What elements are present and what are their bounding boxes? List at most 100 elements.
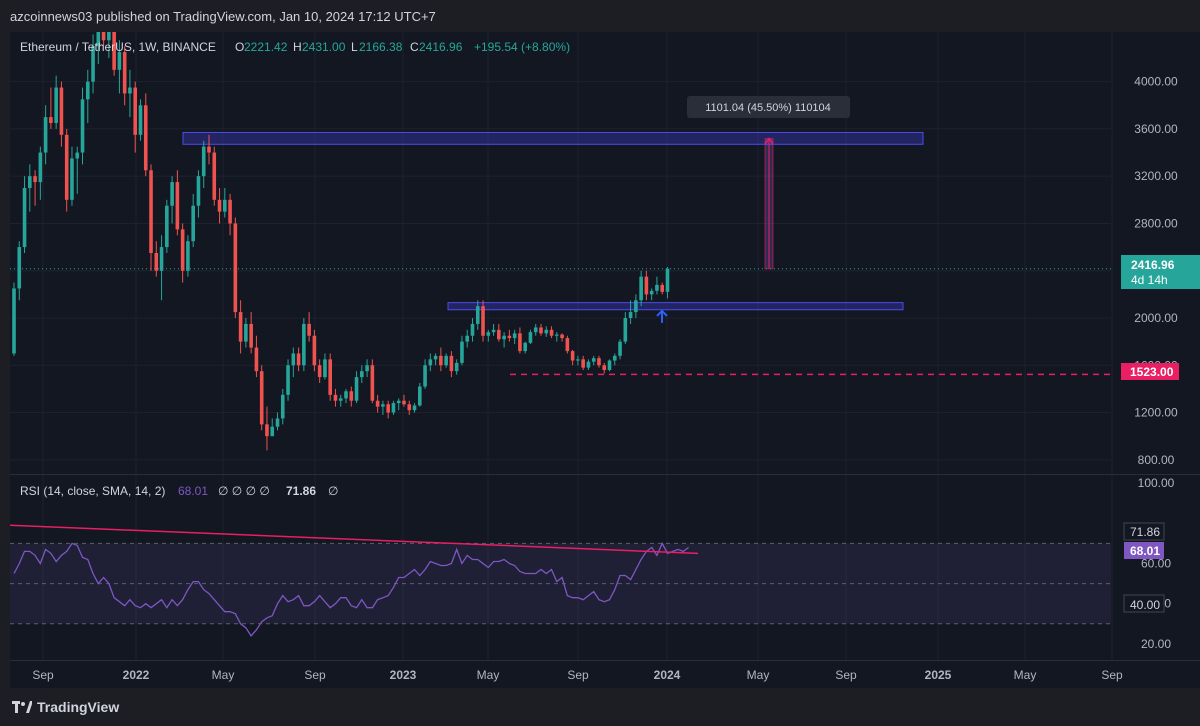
symbol-title: Ethereum / TetherUS, 1W, BINANCE <box>20 40 216 54</box>
price-tick-label: 800.00 <box>1138 453 1175 467</box>
candle-body <box>317 365 322 378</box>
low-value: 2166.38 <box>359 40 403 54</box>
candle-body <box>417 386 422 406</box>
candle-body <box>201 146 206 177</box>
candle-body <box>91 46 95 82</box>
candle-body <box>196 176 201 206</box>
support-tag <box>1121 363 1179 380</box>
chart-svg[interactable]: Sep 2022 May Sep 2023 May Sep 2024 May Sep 2025 May… <box>9 0 1200 688</box>
rsi-band-fill <box>10 543 1111 624</box>
x-tick-label: 2023 <box>390 668 417 682</box>
candle-body <box>497 329 501 340</box>
candle-body <box>423 365 427 387</box>
rsi-lower-tag-value: 40.00 <box>1130 598 1160 612</box>
candle-body <box>523 342 527 352</box>
candle-body <box>449 355 454 372</box>
candle-body <box>117 52 122 70</box>
candle-body <box>354 377 359 401</box>
candle-body <box>286 365 290 395</box>
candle-body <box>323 359 327 378</box>
candle-body <box>660 284 665 292</box>
x-tick-label: May <box>1014 668 1037 682</box>
candle-body <box>365 365 369 372</box>
candle-body <box>191 205 195 242</box>
candle-body <box>138 105 143 135</box>
candle-body <box>512 333 517 339</box>
candle-body <box>80 99 85 153</box>
candle-body <box>328 359 332 395</box>
candle-body <box>470 323 475 336</box>
price-tick-label: 2800.00 <box>1134 216 1178 230</box>
close-label: C <box>410 40 419 54</box>
candle-body <box>33 176 37 183</box>
candle-body <box>28 176 32 188</box>
candle-body <box>539 327 543 334</box>
candle-body <box>333 394 338 401</box>
rsi-pane <box>9 524 1111 637</box>
rsi-trendline <box>9 524 699 555</box>
candle-body <box>17 247 22 289</box>
candle-body <box>628 312 633 318</box>
rsi-legend-value: 68.01 <box>178 484 208 498</box>
candle-body <box>360 371 364 378</box>
candle-body <box>154 253 159 271</box>
x-tick-label: 2022 <box>123 668 150 682</box>
price-tag-value: 2416.96 <box>1131 258 1175 272</box>
rsi-lower-tag <box>1123 594 1165 613</box>
rsi-legend-na: ∅ ∅ ∅ ∅ <box>218 484 270 498</box>
candle-body <box>170 182 174 206</box>
candle-body <box>75 152 80 159</box>
open-value: 2221.42 <box>244 40 288 54</box>
candle-body <box>49 117 53 123</box>
price-tag <box>1121 255 1200 289</box>
candle-body <box>444 355 448 366</box>
candle-body <box>43 117 48 153</box>
candle-body <box>370 365 375 401</box>
candle-body <box>460 341 464 363</box>
candle-body <box>217 199 222 212</box>
candle-body <box>112 16 116 70</box>
candle-body <box>428 359 433 366</box>
candle-body <box>528 332 533 343</box>
candle-body <box>507 335 512 339</box>
candle-body <box>128 87 132 94</box>
candle-body <box>349 391 354 401</box>
breakout-zone <box>447 302 904 311</box>
candle-body <box>244 323 248 342</box>
change-value: +195.54 (+8.80%) <box>474 40 570 54</box>
x-tick-label: Sep <box>32 668 54 682</box>
candle-body <box>518 333 522 352</box>
candle-body <box>228 199 232 224</box>
support-tag-value: 1523.00 <box>1130 365 1174 379</box>
candle-body <box>465 335 470 342</box>
footer: TradingView <box>0 688 1200 726</box>
candle-body <box>249 323 253 348</box>
candle-body <box>64 134 69 200</box>
rsi-line <box>13 541 689 637</box>
candle-body <box>533 327 538 333</box>
candle-body <box>101 22 106 41</box>
candle-body <box>280 394 285 419</box>
chart-area[interactable]: Sep 2022 May Sep 2023 May Sep 2024 May Sep 2025 May… <box>9 0 1200 688</box>
candle-body <box>85 81 90 100</box>
candle-body <box>433 355 438 360</box>
rsi-tick-label: 60.00 <box>1141 556 1171 570</box>
candle-body <box>265 424 269 437</box>
candle-body <box>223 199 227 212</box>
price-tick-label: 3200.00 <box>1134 169 1178 183</box>
x-tick-label: 2024 <box>654 668 681 682</box>
candle-body <box>560 334 564 339</box>
x-tick-label: Sep <box>304 668 326 682</box>
candle-body <box>639 276 643 301</box>
x-tick-label: Sep <box>835 668 857 682</box>
candle-body <box>386 404 390 413</box>
x-tick-label: May <box>747 668 770 682</box>
candle-body <box>143 105 148 171</box>
open-label: O <box>235 40 244 54</box>
candle-body <box>486 332 491 336</box>
resistance-zone <box>182 131 924 145</box>
candles <box>12 0 670 451</box>
rsi-sma-tag-value: 68.01 <box>1130 544 1160 558</box>
candle-body <box>212 152 217 200</box>
publish-header: azcoinnews03 published on TradingView.co… <box>0 0 1200 32</box>
